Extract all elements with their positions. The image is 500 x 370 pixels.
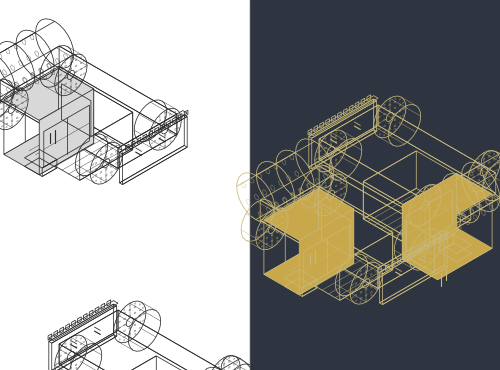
- Polygon shape: [264, 243, 354, 295]
- Polygon shape: [4, 68, 94, 120]
- Polygon shape: [318, 189, 354, 263]
- Polygon shape: [264, 189, 354, 241]
- Polygon shape: [402, 205, 438, 280]
- Polygon shape: [299, 209, 354, 295]
- Bar: [0, 0, 250, 370]
- Polygon shape: [4, 123, 94, 175]
- Polygon shape: [402, 174, 457, 259]
- Polygon shape: [402, 228, 492, 280]
- Bar: [250, 0, 500, 370]
- Polygon shape: [39, 89, 94, 175]
- Polygon shape: [58, 68, 94, 143]
- Polygon shape: [402, 174, 492, 225]
